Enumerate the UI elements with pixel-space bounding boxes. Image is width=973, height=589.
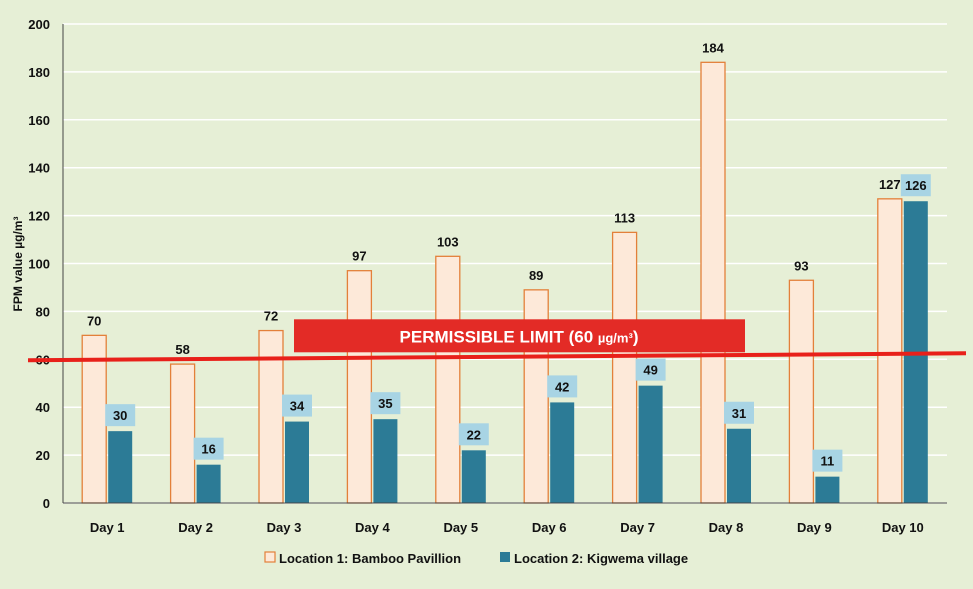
- data-label-location-2: 30: [113, 408, 127, 423]
- data-label-location-1: 97: [352, 249, 366, 264]
- bar-location-1: [611, 231, 638, 504]
- data-label-location-1: 184: [702, 40, 724, 55]
- x-category-label: Day 6: [532, 520, 567, 535]
- bar-location-1: [700, 61, 726, 504]
- bar-location-1: [169, 363, 196, 504]
- permissible-limit-label-unit: µg/m³: [598, 330, 634, 345]
- permissible-limit-label-text: PERMISSIBLE LIMIT (60: [400, 327, 598, 346]
- y-tick-label: 200: [28, 17, 50, 32]
- legend-swatch-location-2: [500, 552, 510, 562]
- data-label-location-1: 58: [175, 342, 189, 357]
- bar-location-2: [373, 419, 398, 503]
- legend: Location 1: Bamboo Pavillion Location 2: …: [264, 551, 688, 566]
- x-category-label: Day 4: [355, 520, 390, 535]
- bar-location-1: [81, 334, 107, 504]
- data-label-location-1: 72: [264, 309, 278, 324]
- x-category-label: Day 5: [443, 520, 478, 535]
- y-tick-label: 120: [28, 209, 50, 224]
- bar-location-2: [196, 464, 221, 503]
- data-label-box-location-2: [635, 358, 666, 381]
- bar-location-2: [727, 428, 751, 503]
- y-axis-ticks: 020406080100120140160180200: [28, 17, 64, 511]
- y-tick-label: 140: [28, 161, 50, 176]
- bar-location-2: [461, 450, 486, 503]
- data-label-location-2: 34: [290, 399, 305, 414]
- data-label-location-2: 22: [467, 427, 481, 442]
- bar-location-1: [346, 270, 373, 504]
- data-label-location-1: 113: [614, 210, 635, 225]
- bar-location-2: [108, 431, 133, 503]
- data-label-location-1: 89: [529, 268, 543, 283]
- permissible-limit-banner: [294, 319, 745, 353]
- data-label-location-1: 103: [437, 234, 459, 249]
- data-label-box-location-2: [547, 375, 578, 398]
- bar-location-1: [877, 198, 903, 504]
- y-tick-label: 180: [28, 65, 50, 80]
- bar-location-2: [550, 402, 575, 503]
- permissible-limit-line: [27, 351, 967, 363]
- y-tick-label: 20: [36, 448, 50, 463]
- y-tick-label: 160: [28, 113, 50, 128]
- bar-location-1: [435, 255, 461, 504]
- data-label-box-location-2: [458, 423, 489, 446]
- legend-swatch-location-1: [264, 551, 276, 563]
- permissible-limit-label-close: ): [633, 327, 639, 346]
- data-label-location-2: 31: [732, 406, 746, 421]
- data-label-location-2: 11: [821, 454, 835, 469]
- data-label-box-location-2: [900, 174, 931, 197]
- data-label-box-location-2: [724, 401, 754, 424]
- data-label-box-location-2: [370, 392, 401, 415]
- bar-location-1: [788, 279, 815, 504]
- gridlines: [63, 23, 947, 504]
- x-category-label: Day 9: [797, 520, 832, 535]
- bar-location-2: [285, 421, 309, 503]
- data-labels: 70 30 58 16 72 34 97 35 103 22 89 42 113 49 184 31 93 11 1…: [87, 40, 931, 472]
- x-category-label: Day 8: [709, 520, 744, 535]
- x-category-label: Day 2: [178, 520, 213, 535]
- x-category-label: Day 1: [90, 520, 125, 535]
- x-axis: Day 1 Day 2 Day 3 Day 4 Day 5 Day 6 Day 7 Day 8…: [63, 502, 947, 535]
- x-category-label: Day 3: [267, 520, 302, 535]
- bar-location-2: [638, 385, 663, 503]
- y-tick-label: 100: [28, 257, 50, 272]
- data-label-location-2: 49: [643, 363, 657, 378]
- data-label-box-location-2: [812, 449, 843, 472]
- x-category-label: Day 7: [620, 520, 655, 535]
- bar-location-2: [815, 476, 840, 503]
- data-label-location-2: 35: [378, 396, 392, 411]
- permissible-limit-label: PERMISSIBLE LIMIT (60 µg/m³): [400, 327, 639, 346]
- y-tick-label: 40: [36, 400, 50, 415]
- permissible-limit: PERMISSIBLE LIMIT (60 µg/m³): [27, 319, 967, 363]
- data-label-box-location-2: [193, 437, 224, 460]
- y-axis-title: FPM value µg/m³: [11, 217, 25, 312]
- legend-label-location-2: Location 2: Kigwema village: [514, 551, 688, 566]
- data-label-location-2: 126: [905, 178, 927, 193]
- data-label-location-1: 127: [879, 177, 901, 192]
- data-label-location-1: 70: [87, 313, 101, 328]
- data-label-location-2: 16: [201, 442, 215, 457]
- x-category-label: Day 10: [882, 520, 924, 535]
- data-label-location-2: 42: [555, 379, 569, 394]
- legend-label-location-1: Location 1: Bamboo Pavillion: [279, 551, 461, 566]
- y-tick-label: 80: [36, 304, 50, 319]
- data-label-box-location-2: [105, 404, 136, 427]
- y-tick-label: 0: [43, 496, 50, 511]
- data-label-location-1: 93: [794, 258, 808, 273]
- data-label-box-location-2: [282, 394, 312, 417]
